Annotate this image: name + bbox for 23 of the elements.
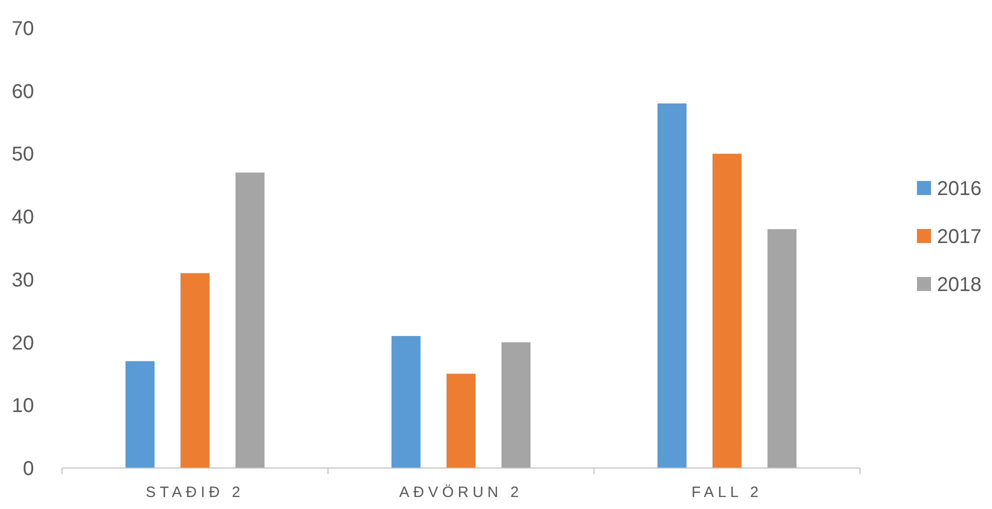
y-tick-label: 60: [12, 80, 34, 103]
bar: [126, 361, 154, 468]
legend-label: 2017: [937, 226, 982, 248]
y-tick-label: 70: [12, 18, 34, 40]
y-tick-label: 20: [12, 332, 34, 354]
y-tick-label: 50: [12, 144, 34, 166]
legend-label: 2016: [937, 178, 982, 200]
bar: [768, 229, 796, 468]
bar: [712, 154, 742, 468]
bar: [392, 336, 420, 468]
bar: [236, 172, 264, 468]
bar: [446, 374, 476, 468]
y-tick-label: 0: [22, 458, 34, 480]
x-tick-label: FALL 2: [692, 484, 762, 501]
bar: [658, 103, 686, 468]
bar: [502, 342, 530, 468]
y-tick-label: 40: [12, 206, 34, 229]
y-tick-label: 30: [12, 269, 34, 292]
bar: [180, 273, 210, 468]
legend-label: 2018: [937, 274, 982, 296]
x-tick-label: STAÐIÐ 2: [146, 484, 244, 501]
y-tick-label: 10: [12, 395, 34, 418]
x-tick-label: AÐVÖRUN 2: [399, 484, 523, 501]
